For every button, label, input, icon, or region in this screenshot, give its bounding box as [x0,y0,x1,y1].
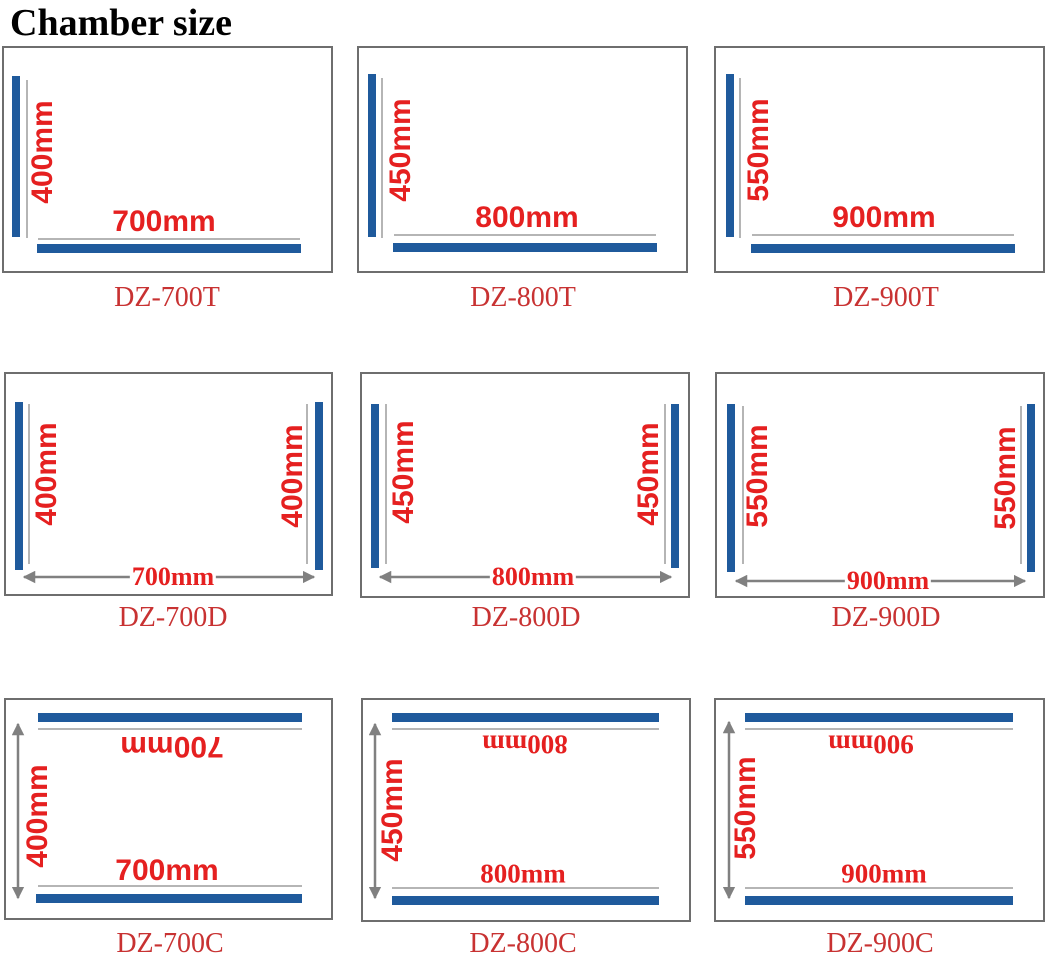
width-label-top: 900mm [828,729,914,760]
model-name: DZ-900D [831,602,941,633]
chamber-frame [2,46,333,273]
width-label: 800mm [475,201,579,234]
seal-bar-right [315,402,323,570]
guide-line [392,728,659,730]
model-name: DZ-800T [470,282,576,313]
chamber-frame [714,698,1045,922]
guide-line [38,238,300,240]
seal-bar-right [671,404,679,568]
page-title: Chamber size [10,2,232,44]
model-name: DZ-800D [471,602,581,633]
model-name: DZ-900C [826,928,934,959]
seal-bar-left [371,404,379,568]
guide-line [745,887,1013,889]
guide-line [38,885,302,887]
model-name: DZ-800C [469,928,577,959]
model-name: DZ-900T [833,282,939,313]
width-label-bottom: 700mm [115,854,219,887]
seal-bar-vertical [12,76,20,237]
guide-line [26,80,28,238]
guide-line [38,728,302,730]
seal-bar-horizontal [393,243,657,252]
guide-line [28,404,30,564]
seal-bar-horizontal [37,244,301,253]
chamber-frame [360,372,690,598]
guide-line [739,78,741,238]
seal-bar-bottom [392,896,659,905]
seal-bar-bottom [36,894,302,903]
guide-line [392,887,659,889]
guide-line [385,404,387,564]
seal-bar-vertical [726,74,734,237]
height-label: 550mm [729,756,762,860]
guide-line [381,78,383,238]
width-label: 800mm [489,562,577,591]
seal-bar-top [392,713,659,722]
chamber-frame [715,372,1045,598]
seal-bar-left [727,404,735,572]
chamber-frame [361,698,691,922]
guide-line [742,406,744,564]
seal-bar-left [15,402,23,570]
seal-bar-bottom [745,896,1013,905]
width-label: 700mm [112,205,216,238]
model-name: DZ-700D [118,602,228,633]
model-name: DZ-700T [114,282,220,313]
guide-line [306,404,308,564]
model-name: DZ-700C [116,928,224,959]
seal-bar-horizontal [751,244,1015,253]
guide-line [745,728,1013,730]
guide-line [664,404,666,564]
guide-line [1020,406,1022,564]
seal-bar-vertical [368,74,376,237]
guide-line [752,234,1014,236]
chamber-frame [4,372,333,596]
width-label: 900mm [832,201,936,234]
width-label-bottom: 900mm [841,858,927,889]
guide-line [394,234,656,236]
width-label-bottom: 800mm [480,858,566,889]
seal-bar-right [1027,404,1035,572]
width-label: 700mm [129,562,217,591]
width-label: 900mm [844,566,932,595]
seal-bar-top [38,713,302,722]
chamber-frame [4,698,333,920]
seal-bar-top [745,713,1013,722]
